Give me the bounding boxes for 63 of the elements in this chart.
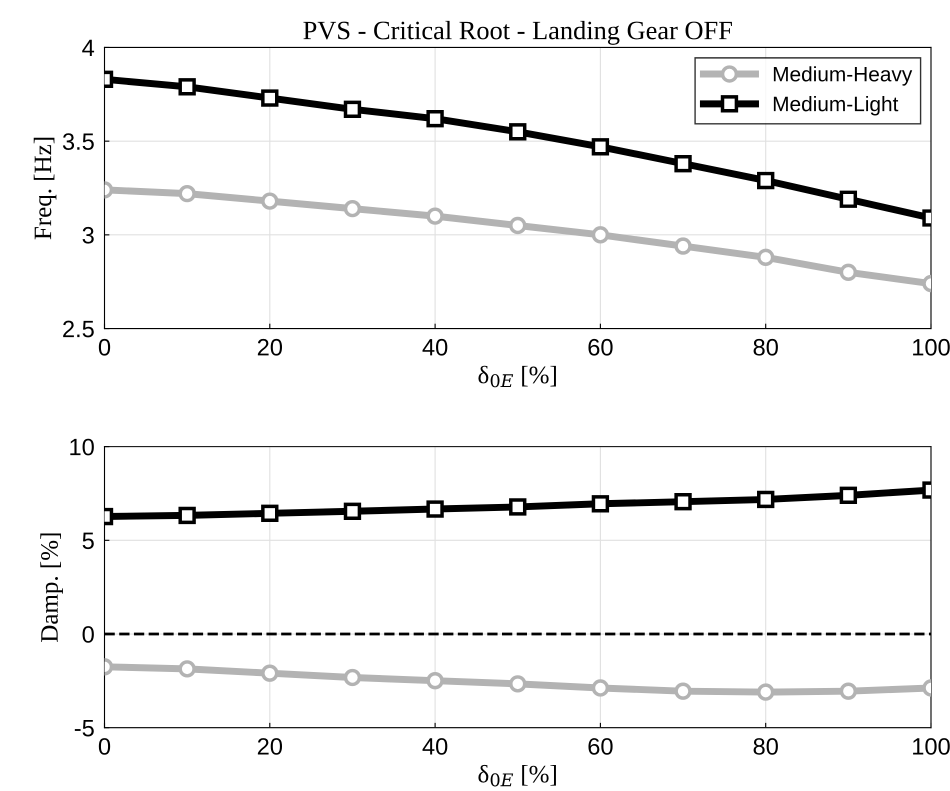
point	[178, 78, 196, 96]
point	[757, 683, 774, 701]
chart-title: PVS - Critical Root - Landing Gear OFF	[303, 20, 732, 45]
point	[592, 679, 610, 697]
point	[592, 495, 610, 512]
point	[178, 184, 196, 202]
y-tick-label: 3.5	[62, 133, 94, 150]
point	[344, 668, 362, 686]
x-tick-label: 100	[913, 338, 950, 356]
x-tick-label: 80	[754, 338, 778, 356]
point	[426, 110, 444, 128]
point	[757, 248, 774, 266]
point	[426, 207, 444, 225]
point	[757, 172, 774, 190]
point	[344, 100, 362, 118]
point	[426, 500, 444, 518]
y-tick-label: 10	[70, 438, 94, 456]
x-tick-label: 0	[98, 338, 110, 356]
point	[592, 138, 610, 156]
point	[674, 682, 692, 700]
point	[592, 226, 610, 244]
y-tick-label: 3	[82, 226, 94, 244]
y-tick-label: 2.5	[63, 320, 94, 338]
point	[261, 192, 278, 210]
y-axis-title: Freq. [Hz]	[34, 138, 56, 240]
point	[509, 216, 526, 234]
point	[426, 672, 444, 690]
x-tick-label: 40	[422, 338, 448, 356]
point	[509, 498, 526, 516]
point	[509, 123, 526, 140]
point	[344, 502, 362, 520]
point	[840, 682, 858, 700]
point	[178, 660, 196, 678]
point	[261, 504, 278, 522]
x-axis-title: δ$_{0E}$ [%]	[478, 366, 556, 388]
x-tick-label: 100	[913, 738, 950, 755]
legend-label: Medium-Light	[774, 96, 898, 116]
y-tick-label: 5	[82, 532, 94, 550]
point	[674, 493, 692, 510]
point	[840, 190, 858, 208]
point	[840, 264, 858, 282]
point	[674, 154, 692, 172]
point	[261, 664, 278, 682]
y-tick-label: -5	[74, 720, 94, 737]
legend-label: Medium-Heavy	[774, 66, 912, 86]
x-tick-label: 20	[258, 738, 282, 755]
x-axis-title: δ$_{0E}$ [%]	[478, 764, 556, 786]
point	[261, 89, 278, 107]
x-tick-label: 60	[588, 338, 613, 356]
point	[674, 237, 692, 255]
y-tick-label: 4	[82, 40, 94, 56]
x-tick-label: 20	[258, 338, 282, 356]
point	[178, 506, 196, 524]
x-tick-label: 40	[422, 738, 448, 755]
x-tick-label: 0	[98, 738, 110, 755]
point	[757, 490, 774, 508]
y-axis-title: Damp. [%]	[40, 533, 63, 642]
point	[509, 675, 526, 693]
x-tick-label: 60	[588, 738, 613, 755]
x-tick-label: 80	[754, 738, 778, 755]
point	[344, 200, 362, 218]
y-tick-label: 0	[82, 626, 94, 643]
point	[840, 486, 858, 504]
